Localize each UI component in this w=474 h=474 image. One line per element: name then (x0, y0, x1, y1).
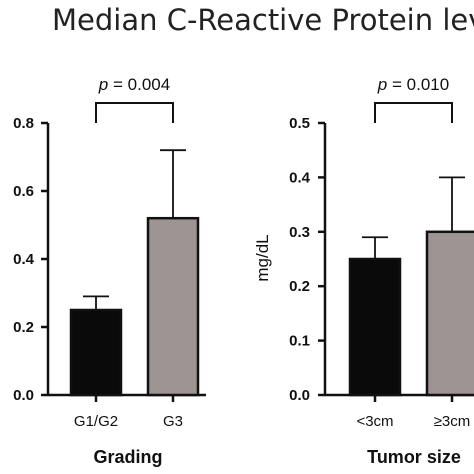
y-axis-label: mg/dL (253, 234, 272, 281)
y-tick-label: 0.0 (13, 387, 34, 404)
p-value-annotation: p = 0.010 (377, 75, 449, 94)
y-tick-label: 0.8 (13, 115, 34, 132)
significance-bracket (95, 102, 174, 123)
y-tick-label: 0.1 (289, 333, 310, 350)
significance-bracket (374, 102, 453, 123)
y-tick-label: 0.2 (13, 319, 34, 336)
x-tick-label: G1/G2 (74, 413, 118, 430)
x-axis-label: Tumor size (367, 447, 461, 467)
y-tick-label: 0.6 (13, 183, 34, 200)
bar (69, 308, 123, 397)
y-tick-label: 0.2 (289, 278, 310, 295)
chart-title: Median C-Reactive Protein leve (52, 3, 474, 37)
panel-grading: 0.0 0.2 0.4 0.6 0.8 G1/G2 G3 p = 0.004 Grading (13, 75, 206, 467)
p-value-annotation: p = 0.004 (98, 75, 170, 94)
x-tick-label: G3 (163, 413, 183, 430)
y-tick-label: 0.4 (13, 251, 35, 268)
y-tick-label: 0.0 (289, 387, 310, 404)
y-tick-label: 0.5 (289, 115, 310, 132)
y-tick-label: 0.3 (289, 224, 310, 241)
x-axis-label: Grading (93, 447, 162, 467)
panel-tumor-size: 0.0 0.1 0.2 0.3 0.4 0.5 <3cm ≥3cm p = 0.010 Tumor… (253, 75, 474, 467)
y-tick-label: 0.4 (289, 169, 311, 186)
bar (146, 216, 200, 397)
x-tick-label: ≥3cm (434, 413, 471, 430)
x-tick-label: <3cm (356, 413, 393, 430)
bar (348, 257, 402, 397)
bar (425, 230, 474, 397)
